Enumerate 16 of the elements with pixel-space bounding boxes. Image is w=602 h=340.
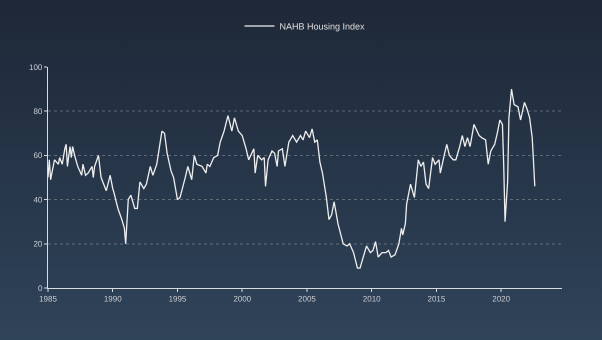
y-tick-label: 0 bbox=[38, 284, 43, 293]
x-tick-label: 2015 bbox=[428, 294, 446, 304]
x-tick-label: 2010 bbox=[362, 294, 382, 304]
line-series bbox=[48, 88, 536, 269]
x-tick-label: 2000 bbox=[233, 294, 252, 304]
x-tick-label: 1985 bbox=[39, 294, 58, 304]
legend-label: NAHB Housing Index bbox=[280, 21, 366, 32]
x-tick-label: 2020 bbox=[492, 294, 511, 304]
x-tick-label: 1995 bbox=[168, 294, 187, 304]
y-tick-label: 20 bbox=[33, 240, 43, 249]
y-tick-label: 60 bbox=[33, 151, 43, 160]
y-tick-label: 100 bbox=[29, 62, 43, 72]
y-tick-label: 40 bbox=[33, 195, 43, 204]
y-tick-label: 80 bbox=[33, 107, 43, 116]
x-tick-label: 2005 bbox=[298, 294, 316, 304]
x-tick-label: 1990 bbox=[104, 294, 122, 304]
